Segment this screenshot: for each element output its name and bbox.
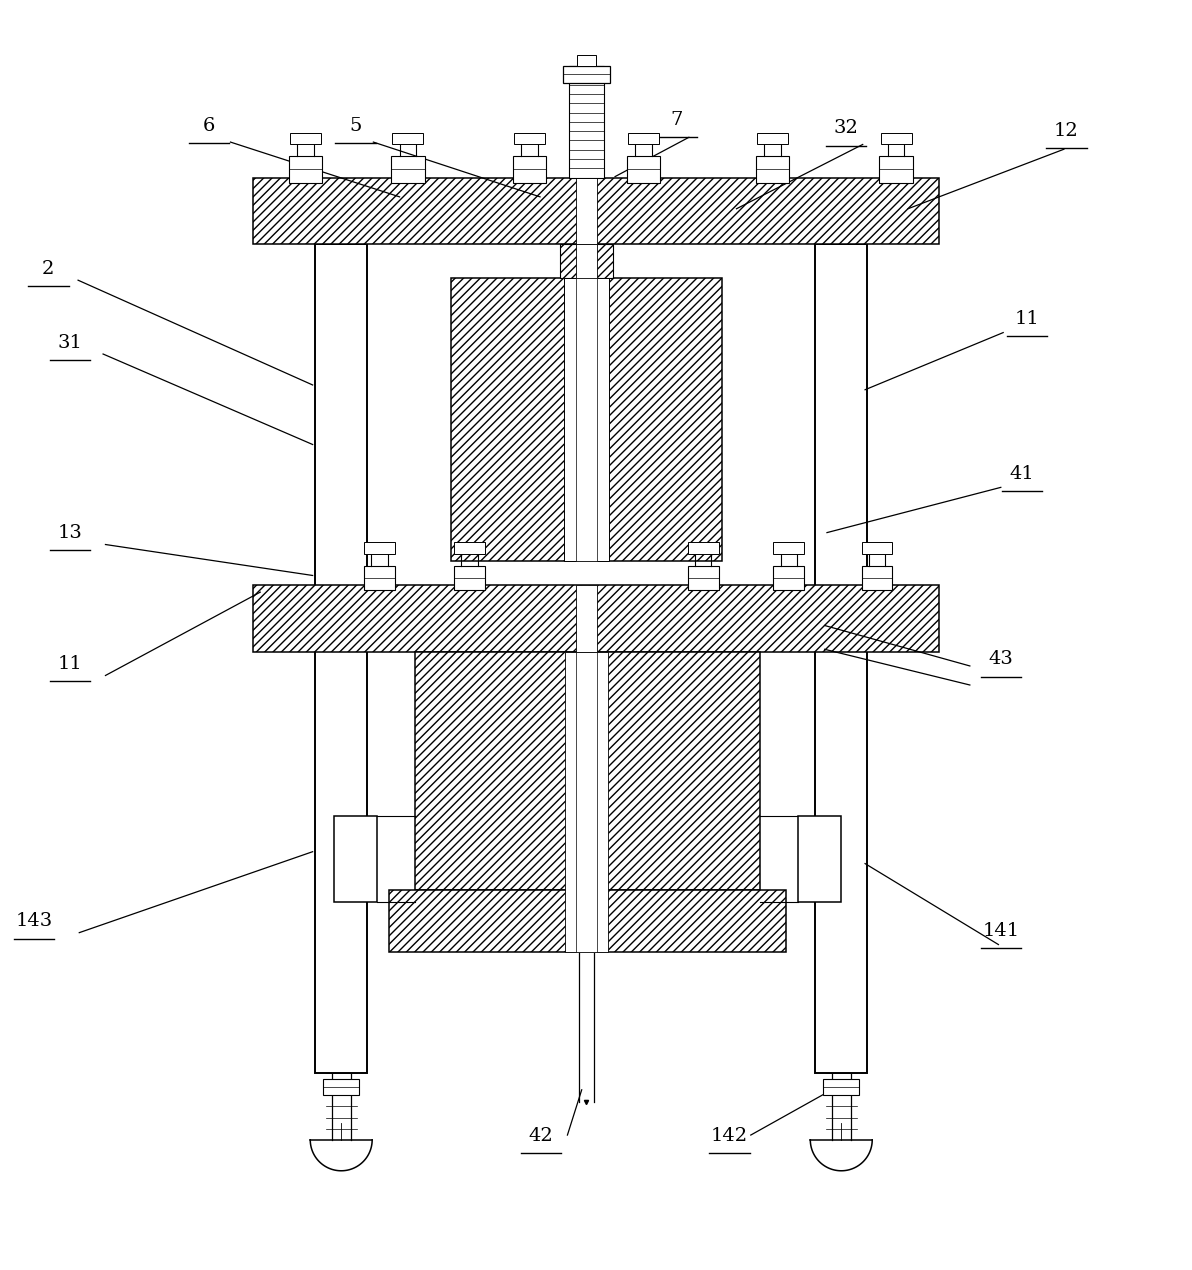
Polygon shape: [811, 1139, 873, 1171]
Bar: [323, 1080, 359, 1095]
Text: 141: 141: [982, 922, 1019, 940]
Bar: [451, 278, 722, 561]
Bar: [364, 566, 395, 589]
Bar: [454, 542, 485, 554]
Bar: [364, 542, 395, 554]
Bar: [288, 156, 322, 183]
Bar: [391, 156, 424, 183]
Polygon shape: [310, 1139, 372, 1171]
Bar: [454, 566, 485, 589]
Text: 11: 11: [57, 655, 82, 673]
Bar: [688, 542, 719, 554]
Bar: [290, 132, 321, 145]
Text: 43: 43: [988, 650, 1013, 668]
Bar: [563, 66, 610, 83]
Bar: [756, 156, 789, 183]
Bar: [560, 245, 613, 278]
Bar: [757, 132, 788, 145]
Bar: [576, 652, 597, 951]
Text: 32: 32: [833, 119, 858, 137]
Bar: [253, 585, 939, 652]
Bar: [334, 815, 377, 902]
Bar: [824, 1080, 859, 1095]
Text: 143: 143: [15, 912, 52, 930]
Text: 42: 42: [529, 1126, 553, 1144]
Bar: [688, 566, 719, 589]
Bar: [799, 815, 842, 902]
Bar: [576, 278, 597, 561]
Text: 6: 6: [203, 117, 216, 135]
Bar: [576, 245, 597, 278]
Bar: [392, 132, 423, 145]
Bar: [576, 585, 597, 652]
Bar: [514, 132, 545, 145]
Text: 5: 5: [349, 117, 361, 135]
Bar: [513, 156, 546, 183]
Bar: [389, 890, 787, 951]
Bar: [565, 652, 608, 951]
Bar: [880, 156, 913, 183]
Bar: [564, 278, 609, 561]
Bar: [774, 566, 805, 589]
Text: 13: 13: [57, 525, 82, 542]
Bar: [628, 132, 659, 145]
Bar: [862, 542, 893, 554]
Text: 11: 11: [1014, 310, 1039, 328]
Text: 12: 12: [1054, 122, 1079, 140]
Text: 41: 41: [1010, 465, 1035, 483]
Text: 142: 142: [710, 1126, 747, 1144]
Bar: [576, 178, 597, 245]
Text: 2: 2: [42, 260, 55, 278]
Bar: [569, 66, 604, 178]
Text: 7: 7: [671, 110, 683, 130]
Bar: [627, 156, 660, 183]
Bar: [862, 566, 893, 589]
Bar: [774, 542, 805, 554]
Text: 31: 31: [57, 334, 82, 352]
Bar: [577, 55, 596, 66]
Bar: [253, 178, 939, 245]
Bar: [415, 652, 760, 890]
Bar: [881, 132, 912, 145]
Bar: [815, 245, 868, 1073]
Bar: [315, 245, 367, 1073]
